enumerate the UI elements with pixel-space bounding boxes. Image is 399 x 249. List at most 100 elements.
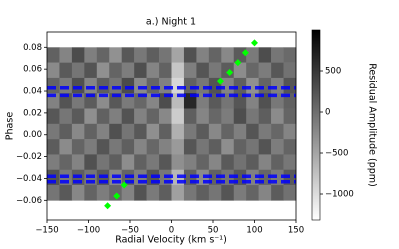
x-tick-label: −150 bbox=[35, 226, 58, 236]
heatmap-cell bbox=[258, 77, 272, 94]
colorbar-tick-label: −500 bbox=[325, 149, 348, 159]
heatmap-cell bbox=[233, 108, 247, 125]
heatmap-cell bbox=[183, 154, 197, 171]
x-tick-label: 50 bbox=[208, 226, 219, 236]
heatmap-cell bbox=[96, 123, 110, 140]
point bbox=[120, 181, 128, 189]
heatmap-cell bbox=[246, 108, 259, 125]
heatmap-cell bbox=[71, 185, 85, 201]
heatmap-cell bbox=[159, 123, 172, 140]
heatmap-cell bbox=[134, 77, 147, 94]
heatmap-cell bbox=[221, 123, 235, 140]
y-axis-label: Phase bbox=[5, 112, 16, 141]
heatmap-cell bbox=[221, 108, 235, 125]
heatmap-cell bbox=[271, 77, 284, 94]
heatmap-cell bbox=[96, 62, 110, 79]
heatmap-cell bbox=[233, 123, 247, 140]
y-tick-label: 0.02 bbox=[23, 108, 42, 118]
heatmap-cell bbox=[84, 108, 98, 125]
heatmap-cell bbox=[221, 154, 235, 171]
heatmap-cell bbox=[109, 139, 122, 155]
heatmap-cell bbox=[109, 62, 122, 79]
heatmap-cell bbox=[47, 185, 60, 201]
heatmap-cell bbox=[159, 139, 172, 155]
point bbox=[251, 39, 258, 47]
heatmap-cell bbox=[47, 77, 60, 94]
x-tick-label: 150 bbox=[288, 226, 304, 236]
heatmap-cell bbox=[159, 185, 172, 201]
heatmap-cell bbox=[246, 77, 259, 94]
heatmap-cell bbox=[84, 123, 98, 140]
colorbar bbox=[311, 29, 321, 221]
heatmap-cell bbox=[146, 108, 160, 125]
heatmap-cell bbox=[84, 77, 98, 94]
point bbox=[104, 202, 112, 210]
heatmap-cell bbox=[196, 185, 210, 201]
heatmap-cell bbox=[258, 185, 272, 201]
x-tick-label: −50 bbox=[121, 226, 139, 236]
heatmap-cell bbox=[221, 185, 235, 201]
heatmap-cell bbox=[159, 108, 172, 125]
heatmap-cell bbox=[271, 154, 284, 171]
y-tick-label: 0.04 bbox=[23, 87, 42, 97]
heatmap-cell bbox=[283, 185, 297, 201]
heatmap-cell bbox=[233, 185, 247, 201]
heatmap-cell bbox=[171, 108, 185, 125]
heatmap-cell bbox=[246, 47, 259, 63]
heatmap-cell bbox=[121, 108, 135, 125]
heatmap-cell bbox=[183, 77, 197, 94]
heatmap-cell bbox=[183, 139, 197, 155]
heatmap-cell bbox=[196, 154, 210, 171]
heatmap-cell bbox=[208, 123, 222, 140]
heatmap-cell bbox=[84, 139, 98, 155]
heatmap-cell bbox=[196, 62, 210, 79]
heatmap-cell bbox=[59, 123, 73, 140]
heatmap-cell bbox=[271, 185, 284, 201]
heatmap-cell bbox=[171, 47, 185, 63]
heatmap-cell bbox=[134, 185, 147, 201]
heatmap-cell bbox=[146, 154, 160, 171]
heatmap-cell bbox=[208, 108, 222, 125]
heatmap-cell bbox=[183, 47, 197, 63]
colorbar-tick-label: −1000 bbox=[325, 190, 354, 200]
heatmap-cell bbox=[47, 62, 60, 79]
heatmap-cell bbox=[134, 154, 147, 171]
heatmap-cell bbox=[146, 47, 160, 63]
heatmap-cell bbox=[233, 47, 247, 63]
heatmap-cell bbox=[283, 77, 297, 94]
heatmap-cell bbox=[134, 62, 147, 79]
heatmap-cell bbox=[258, 62, 272, 79]
colorbar-tick-label: 500 bbox=[325, 67, 341, 77]
y-tick-label: −0.04 bbox=[16, 174, 42, 184]
heatmap-cell bbox=[71, 123, 85, 140]
heatmap-cell bbox=[59, 139, 73, 155]
heatmap-cell bbox=[271, 139, 284, 155]
heatmap-cell bbox=[71, 77, 85, 94]
heatmap-cell bbox=[246, 62, 259, 79]
heatmap-cell bbox=[159, 47, 172, 63]
heatmap-cell bbox=[109, 108, 122, 125]
y-tick-label: 0.00 bbox=[23, 130, 42, 140]
heatmap-cell bbox=[246, 154, 259, 171]
y-tick-label: 0.06 bbox=[23, 65, 42, 75]
heatmap-cell bbox=[146, 123, 160, 140]
heatmap-cell bbox=[159, 154, 172, 171]
heatmap-cell bbox=[258, 154, 272, 171]
heatmap-cell bbox=[134, 123, 147, 140]
heatmap-cell bbox=[183, 185, 197, 201]
heatmap-cell bbox=[246, 139, 259, 155]
heatmap-cell bbox=[233, 62, 247, 79]
y-tick-label: −0.02 bbox=[16, 152, 42, 162]
heatmap-cell bbox=[96, 108, 110, 125]
heatmap-cell bbox=[183, 108, 197, 125]
heatmap-cell bbox=[47, 47, 60, 63]
heatmap-cell bbox=[59, 47, 73, 63]
point bbox=[113, 192, 121, 200]
heatmap-cell bbox=[271, 108, 284, 125]
heatmap-cell bbox=[146, 185, 160, 201]
heatmap-cell bbox=[59, 77, 73, 94]
heatmap-cell bbox=[47, 154, 60, 171]
heatmap-cell bbox=[84, 185, 98, 201]
heatmap-cell bbox=[208, 154, 222, 171]
heatmap-cell bbox=[221, 77, 235, 94]
